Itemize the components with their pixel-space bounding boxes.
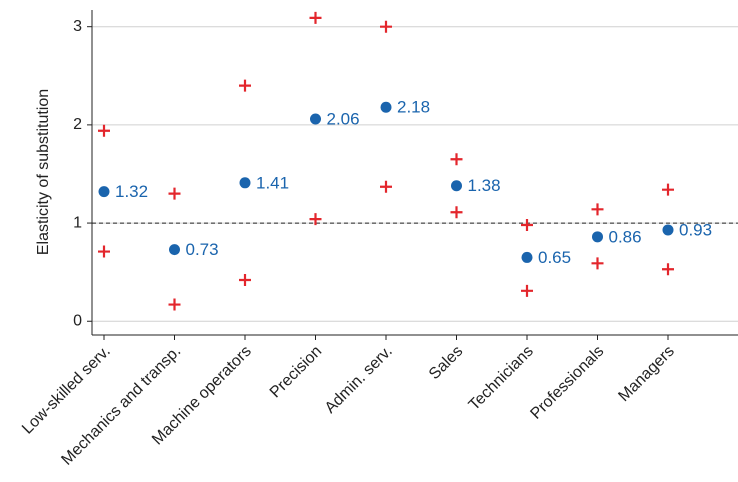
y-tick-label: 2 bbox=[73, 116, 82, 133]
bound-marker bbox=[309, 213, 322, 226]
data-label: 2.06 bbox=[327, 109, 360, 128]
bound-marker bbox=[450, 153, 463, 166]
x-tick-label: Managers bbox=[615, 343, 677, 405]
point-estimate bbox=[380, 101, 392, 113]
point-estimate bbox=[662, 224, 674, 236]
y-tick-label: 1 bbox=[73, 214, 82, 231]
bound-marker bbox=[591, 257, 604, 270]
bound-marker bbox=[168, 187, 181, 200]
data-label: 1.32 bbox=[115, 182, 148, 201]
bound-marker bbox=[450, 206, 463, 219]
bound-marker bbox=[309, 11, 322, 24]
data-label: 1.41 bbox=[256, 173, 289, 192]
bound-marker bbox=[662, 183, 674, 196]
bound-marker bbox=[239, 79, 251, 92]
bound-marker bbox=[662, 263, 674, 276]
point-estimate bbox=[592, 231, 603, 243]
y-axis-label: Elasticity of substitution bbox=[35, 89, 52, 255]
data-label: 2.18 bbox=[397, 98, 430, 117]
point-estimate bbox=[310, 113, 321, 125]
x-tick-label: Sales bbox=[426, 343, 466, 383]
bound-marker bbox=[591, 203, 604, 216]
x-tick-label: Technicians bbox=[466, 343, 537, 414]
point-estimate bbox=[98, 186, 110, 198]
point-estimate bbox=[521, 251, 533, 263]
data-label: 0.86 bbox=[609, 227, 642, 246]
bound-marker bbox=[521, 284, 533, 297]
point-estimate bbox=[239, 177, 251, 189]
point-estimate bbox=[169, 244, 180, 256]
x-tick-label: Precision bbox=[267, 343, 326, 402]
bound-marker bbox=[521, 219, 533, 232]
data-label: 1.38 bbox=[468, 176, 501, 195]
x-tick-label: Professionals bbox=[527, 343, 607, 423]
y-tick-label: 0 bbox=[73, 312, 82, 329]
bound-marker bbox=[380, 180, 392, 193]
bound-marker bbox=[168, 298, 181, 311]
data-label: 0.73 bbox=[186, 240, 219, 259]
bound-marker bbox=[98, 245, 110, 258]
x-tick-label: Mechanics and transp. bbox=[58, 343, 184, 469]
data-label: 0.65 bbox=[538, 248, 571, 267]
point-estimate bbox=[451, 180, 462, 192]
data-label: 0.93 bbox=[679, 220, 712, 239]
bound-marker bbox=[239, 274, 251, 287]
bound-marker bbox=[98, 124, 110, 137]
bound-marker bbox=[380, 20, 392, 33]
y-tick-label: 3 bbox=[73, 18, 82, 35]
x-tick-label: Admin. serv. bbox=[322, 343, 396, 417]
